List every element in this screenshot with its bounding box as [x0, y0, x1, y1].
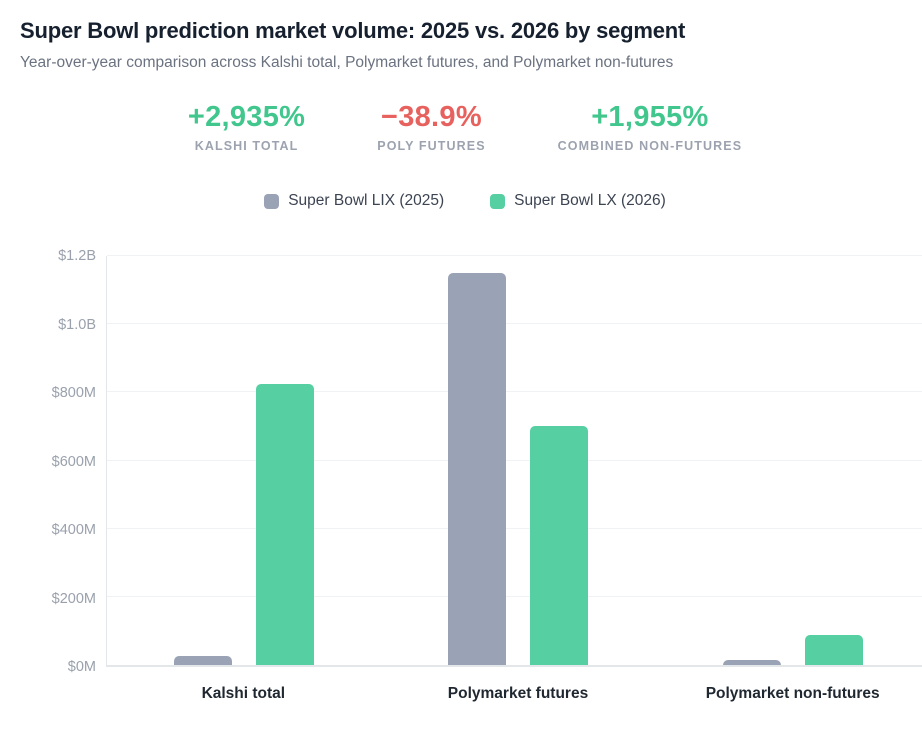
stat-value: −38.9% — [380, 101, 482, 133]
legend-swatch-gray — [264, 193, 280, 209]
x-axis: Kalshi total Polymarket futures Polymarket… — [106, 685, 922, 703]
bar-super-bowl-lix-2025-kalshi-total[interactable] — [174, 655, 233, 665]
x-axis-label-kalshi-total: Kalshi total — [201, 685, 286, 702]
bar-super-bowl-lx-2026-polymarket-futures[interactable] — [530, 426, 589, 665]
legend-label: Super Bowl LIX (2025) — [288, 192, 445, 209]
bar-super-bowl-lx-2026-polymarket-non-futures[interactable] — [804, 635, 863, 665]
page-subtitle: Year-over-year comparison across Kalshi … — [20, 54, 674, 71]
bar-group-kalshi-total — [107, 256, 381, 665]
bar-group-polymarket-futures — [381, 256, 655, 665]
gridline — [107, 255, 922, 256]
gridline — [107, 323, 922, 325]
legend-swatch-green — [490, 193, 506, 209]
gridline — [107, 459, 922, 461]
plot-area — [106, 255, 922, 667]
bar-groups — [107, 256, 922, 665]
y-tick-label: $1.0B — [58, 316, 96, 333]
legend-item-2026[interactable]: Super Bowl LX (2026) — [490, 192, 666, 210]
stat-combined-non-futures: +1,955% COMBINED NON-FUTURES — [558, 100, 743, 154]
stat-label: KALSHI TOTAL — [194, 139, 299, 153]
stat-value: +1,955% — [591, 101, 709, 133]
gridline — [107, 527, 922, 529]
bar-super-bowl-lix-2025-polymarket-non-futures[interactable] — [722, 659, 781, 665]
bar-super-bowl-lix-2025-polymarket-futures[interactable] — [448, 273, 507, 665]
page-title: Super Bowl prediction market volume: 202… — [20, 18, 686, 43]
stat-poly-futures: −38.9% POLY FUTURES — [377, 100, 485, 154]
stat-label: POLY FUTURES — [377, 139, 486, 153]
stat-label: COMBINED NON-FUTURES — [557, 139, 743, 153]
stat-value: +2,935% — [187, 101, 306, 133]
gridline — [107, 595, 922, 597]
bar-group-polymarket-non-futures — [656, 256, 922, 665]
bar-super-bowl-lx-2026-kalshi-total[interactable] — [256, 383, 315, 665]
legend-item-2025[interactable]: Super Bowl LIX (2025) — [264, 192, 444, 210]
y-tick-label: $400M — [51, 522, 96, 539]
y-tick-label: $1.2B — [58, 248, 96, 264]
gridline — [107, 391, 922, 393]
y-axis: $0M $200M $400M $600M $800M $1.0B $1.2B — [20, 248, 96, 675]
x-axis-label-polymarket-futures: Polymarket futures — [447, 685, 589, 702]
y-tick-label: $600M — [51, 453, 96, 470]
bar-chart: $0M $200M $400M $600M $800M $1.0B $1.2B Kalshi… — [20, 234, 922, 728]
y-tick-label: $200M — [51, 590, 96, 607]
chart-legend: Super Bowl LIX (2025) Super Bowl LX (202… — [20, 192, 910, 210]
y-tick-label: $0M — [67, 659, 96, 675]
y-tick-label: $800M — [51, 385, 96, 402]
stat-kalshi-total: +2,935% KALSHI TOTAL — [188, 100, 305, 154]
legend-label: Super Bowl LX (2026) — [514, 192, 666, 209]
x-axis-label-polymarket-non-futures: Polymarket non-futures — [705, 685, 880, 702]
stats-row: +2,935% KALSHI TOTAL −38.9% POLY FUTURES… — [20, 100, 910, 154]
